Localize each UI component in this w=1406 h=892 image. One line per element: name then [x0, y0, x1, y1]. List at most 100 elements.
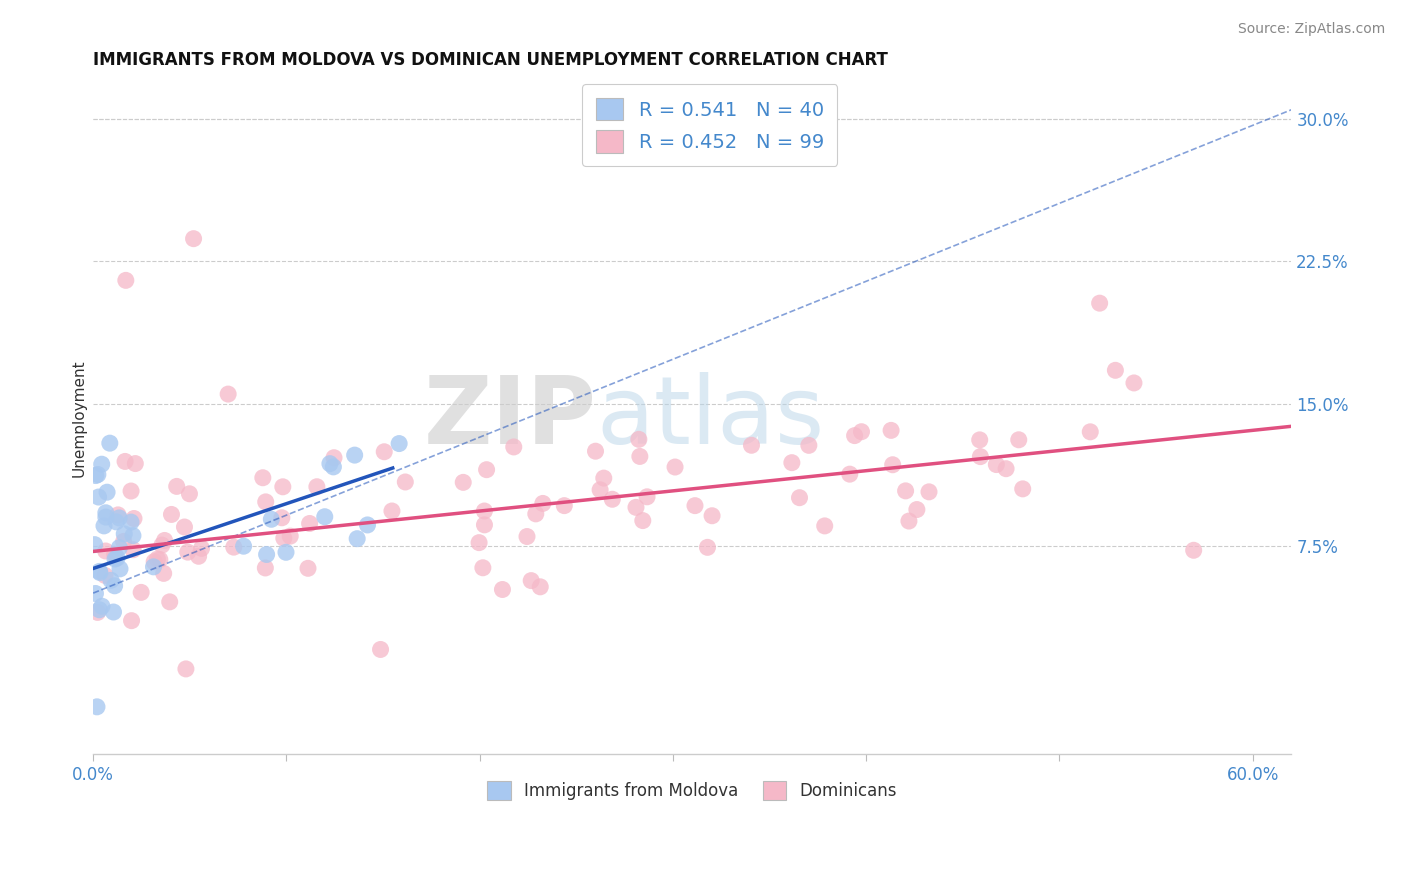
Point [271, 480, 294, 494]
Point [232, 539, 254, 553]
Point [451, 475, 474, 490]
Point [114, 454, 136, 468]
Point [882, 458, 904, 472]
Point [254, 561, 277, 575]
Point [94, 544, 117, 558]
Point [149, 552, 172, 566]
Point [1104, 363, 1126, 377]
Point [260, 512, 283, 526]
Point [270, 510, 292, 524]
Point [86, 606, 108, 620]
Point [780, 456, 803, 470]
Point [174, 662, 197, 676]
Point [897, 514, 920, 528]
Point [96, 485, 118, 500]
Point [254, 495, 277, 509]
Point [627, 433, 650, 447]
Point [89, 565, 111, 579]
Point [104, 579, 127, 593]
Point [740, 438, 762, 452]
Point [142, 559, 165, 574]
Point [105, 551, 128, 566]
Text: atlas: atlas [596, 372, 825, 464]
Point [683, 499, 706, 513]
Point [844, 428, 866, 442]
Point [122, 528, 145, 542]
Point [183, 232, 205, 246]
Point [346, 532, 368, 546]
Point [112, 534, 135, 549]
Point [122, 511, 145, 525]
Point [520, 574, 543, 588]
Point [343, 448, 366, 462]
Point [274, 545, 297, 559]
Point [918, 484, 941, 499]
Point [89, 566, 111, 580]
Point [112, 527, 135, 541]
Point [969, 450, 991, 464]
Point [120, 515, 142, 529]
Point [153, 533, 176, 548]
Point [120, 483, 142, 498]
Point [814, 519, 837, 533]
Point [531, 496, 554, 510]
Point [356, 517, 378, 532]
Point [84, 586, 107, 600]
Point [122, 542, 145, 557]
Point [98, 436, 121, 450]
Point [592, 471, 614, 485]
Point [373, 444, 395, 458]
Point [114, 273, 136, 287]
Point [394, 475, 416, 489]
Point [86, 699, 108, 714]
Point [471, 561, 494, 575]
Point [502, 440, 524, 454]
Point [143, 555, 166, 569]
Point [880, 423, 903, 437]
Point [159, 595, 181, 609]
Point [516, 529, 538, 543]
Point [1011, 482, 1033, 496]
Point [222, 540, 245, 554]
Point [160, 508, 183, 522]
Text: IMMIGRANTS FROM MOLDOVA VS DOMINICAN UNEMPLOYMENT CORRELATION CHART: IMMIGRANTS FROM MOLDOVA VS DOMINICAN UNE… [93, 51, 889, 69]
Point [628, 450, 651, 464]
Point [388, 436, 411, 450]
Point [319, 457, 342, 471]
Point [491, 582, 513, 597]
Point [84, 468, 107, 483]
Point [986, 458, 1008, 472]
Point [475, 463, 498, 477]
Point [166, 479, 188, 493]
Point [150, 538, 173, 552]
Point [104, 552, 127, 566]
Point [297, 561, 319, 575]
Legend: Immigrants from Moldova, Dominicans: Immigrants from Moldova, Dominicans [474, 767, 911, 814]
Point [91, 599, 114, 614]
Point [905, 502, 928, 516]
Point [90, 457, 112, 471]
Text: Source: ZipAtlas.com: Source: ZipAtlas.com [1237, 22, 1385, 37]
Point [187, 549, 209, 564]
Point [103, 605, 125, 619]
Point [838, 467, 860, 482]
Point [1078, 425, 1101, 439]
Point [314, 509, 336, 524]
Point [600, 492, 623, 507]
Point [273, 531, 295, 545]
Point [107, 508, 129, 522]
Point [529, 580, 551, 594]
Point [278, 529, 301, 543]
Point [124, 457, 146, 471]
Point [108, 562, 131, 576]
Point [789, 491, 811, 505]
Point [152, 566, 174, 581]
Point [298, 516, 321, 531]
Point [322, 459, 344, 474]
Point [83, 538, 105, 552]
Point [256, 548, 278, 562]
Point [370, 642, 392, 657]
Point [631, 514, 654, 528]
Point [696, 541, 718, 555]
Point [217, 387, 239, 401]
